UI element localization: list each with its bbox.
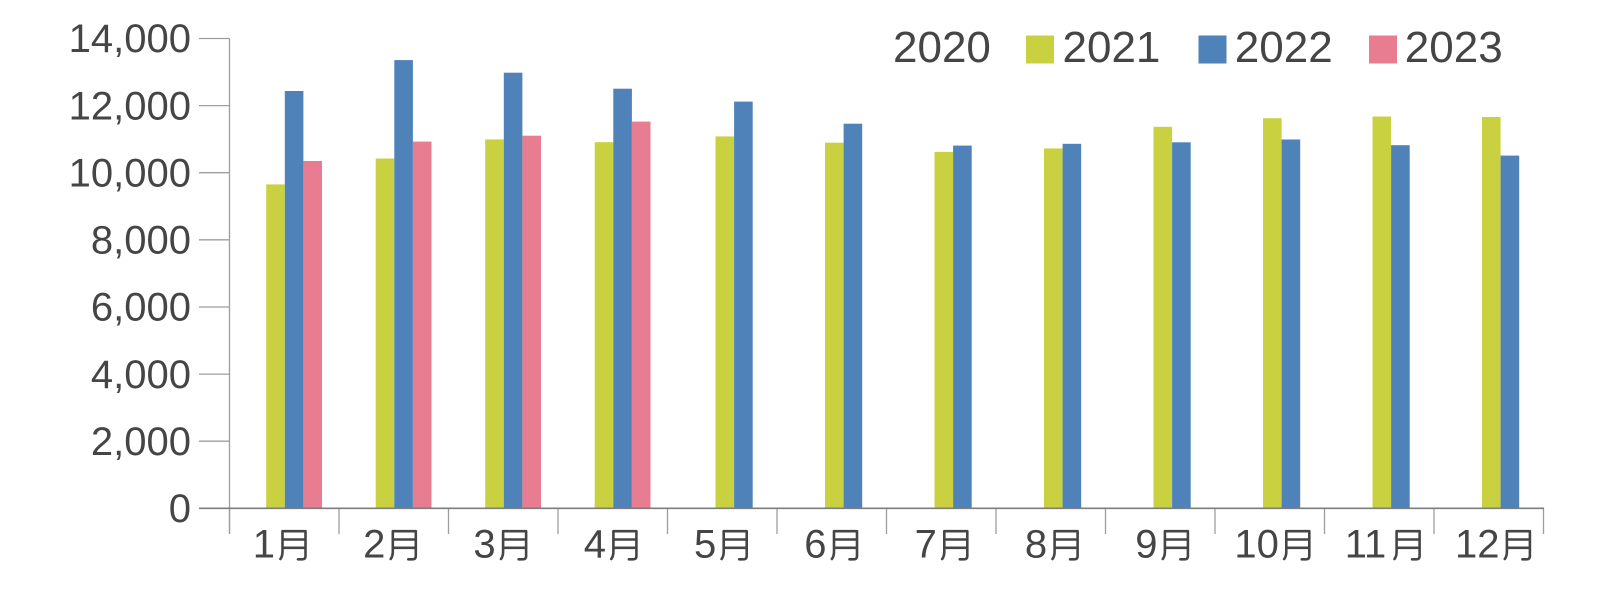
svg-text:11: 11 [1345, 523, 1387, 567]
svg-text:2023: 2023 [1405, 23, 1503, 72]
svg-text:6: 6 [804, 523, 826, 567]
svg-text:2,000: 2,000 [91, 420, 191, 464]
svg-text:8: 8 [1025, 523, 1047, 567]
svg-text:2020: 2020 [893, 23, 991, 72]
svg-text:10,000: 10,000 [69, 151, 191, 195]
svg-text:2: 2 [363, 523, 385, 567]
svg-text:7: 7 [915, 523, 937, 567]
svg-text:1: 1 [253, 523, 275, 567]
svg-text:0: 0 [169, 487, 191, 531]
svg-text:12,000: 12,000 [69, 84, 191, 128]
svg-text:2022: 2022 [1235, 23, 1333, 72]
svg-text:6,000: 6,000 [91, 286, 191, 330]
svg-text:4,000: 4,000 [91, 353, 191, 397]
svg-text:2021: 2021 [1063, 23, 1161, 72]
svg-text:14,000: 14,000 [69, 17, 191, 61]
svg-text:4: 4 [584, 523, 606, 567]
svg-text:9: 9 [1135, 523, 1157, 567]
svg-text:8,000: 8,000 [91, 219, 191, 263]
svg-text:10: 10 [1234, 523, 1279, 567]
svg-text:5: 5 [694, 523, 716, 567]
svg-text:12: 12 [1455, 523, 1500, 567]
svg-text:3: 3 [473, 523, 495, 567]
